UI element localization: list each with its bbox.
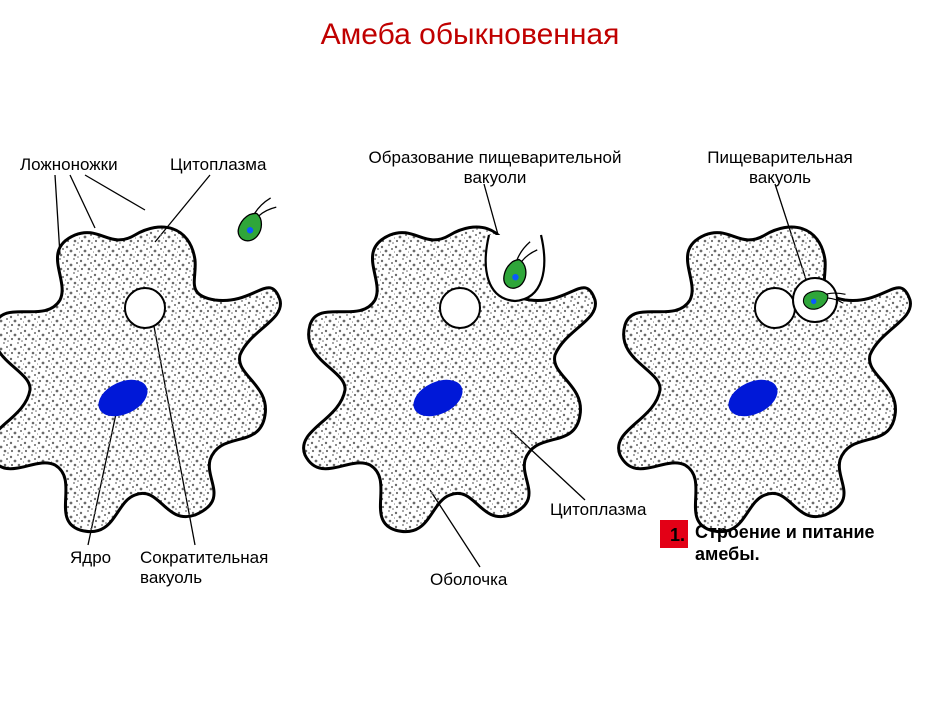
label-membrane: Оболочка	[430, 570, 507, 590]
label-contractile-vacuole: Сократительнаявакуоль	[140, 548, 268, 587]
label-food-vacuole: Пищеварительнаявакуоль	[680, 148, 880, 187]
caption-text: Строение и питаниеамебы.	[695, 522, 875, 565]
label-pseudopodia: Ложноножки	[20, 155, 118, 175]
algae-free	[235, 191, 279, 247]
amoeba-3	[619, 227, 911, 532]
amoeba-2	[304, 227, 596, 532]
label-food-vacuole-forming: Образование пищеварительнойвакуоли	[345, 148, 645, 187]
amoeba-1	[0, 227, 280, 532]
label-cytoplasm-bottom: Цитоплазма	[550, 500, 646, 520]
contractile-vacuole	[125, 288, 165, 328]
diagram-canvas	[0, 0, 940, 705]
label-cytoplasm-top: Цитоплазма	[170, 155, 266, 175]
caption-number: 1.	[670, 525, 685, 546]
label-nucleus: Ядро	[70, 548, 111, 568]
